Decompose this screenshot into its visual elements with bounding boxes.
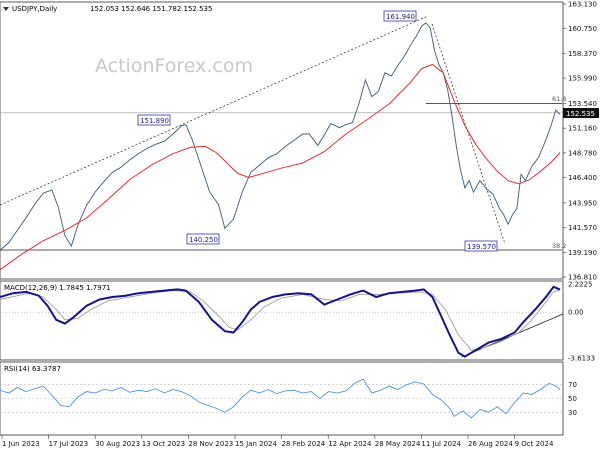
svg-text:140.250: 140.250 xyxy=(189,236,218,244)
macd-y-tick-label: 0.00 xyxy=(568,309,584,317)
price-y-tick-label: 143.950 xyxy=(568,199,597,207)
level-label-151890: 151.890 xyxy=(137,114,171,126)
svg-text:151.890: 151.890 xyxy=(140,117,169,125)
watermark: ActionForex.com xyxy=(95,55,253,77)
svg-text:139.570: 139.570 xyxy=(467,243,496,251)
price-y-tick-label: 136.810 xyxy=(568,274,597,282)
macd-panel-header: MACD(12,26,9) 1.7845 1.7971 xyxy=(4,284,111,292)
fib-label-38-2: 38.2 xyxy=(552,242,566,250)
x-tick-label: 28 Nov 2023 xyxy=(188,440,233,448)
price-series-line xyxy=(0,22,561,251)
price-y-tick-label: 163.130 xyxy=(568,1,597,9)
price-panel-header: USDJPY,Daily 152.053 152.646 151.782 152… xyxy=(3,5,212,13)
x-tick-label: 13 Oct 2023 xyxy=(142,440,185,448)
rsi-line xyxy=(0,378,561,419)
grid-layer xyxy=(0,3,566,439)
level-label-139570: 139.570 xyxy=(464,240,498,252)
x-tick-label: 9 Oct 2024 xyxy=(515,440,554,448)
rsi-panel-header: RSI(14) 63.3787 xyxy=(4,365,61,373)
macd-y-tick-label: -3.6133 xyxy=(568,355,595,363)
svg-text:USDJPY,Daily: USDJPY,Daily xyxy=(12,5,57,13)
rising-trendline xyxy=(0,15,429,206)
x-tick-label: 30 Aug 2023 xyxy=(95,440,140,448)
price-y-tick-label: 146.400 xyxy=(568,174,597,182)
price-y-tick-label: 141.570 xyxy=(568,224,597,232)
price-y-tick-label: 160.750 xyxy=(568,25,597,33)
price-panel-frame xyxy=(0,1,564,280)
price-y-tick-label: 155.990 xyxy=(568,75,597,83)
falling-trendline xyxy=(431,23,506,245)
macd-y-tick-label: 2.2225 xyxy=(568,281,593,289)
price-y-tick-label: 153.540 xyxy=(568,100,597,108)
svg-text:161.940: 161.940 xyxy=(386,13,415,21)
x-tick-label: 28 May 2024 xyxy=(375,440,421,448)
x-tick-label: 11 Jul 2024 xyxy=(421,440,461,448)
dropdown-triangle-icon xyxy=(3,7,9,11)
x-tick-label: 15 Jan 2024 xyxy=(235,440,278,448)
fib-label-61-8: 61.8 xyxy=(552,95,566,103)
rsi-y-tick-label: 50 xyxy=(568,395,577,403)
price-y-tick-label: 148.780 xyxy=(568,149,597,157)
price-y-tick-label: 151.160 xyxy=(568,125,597,133)
x-tick-label: 17 Jul 2023 xyxy=(49,440,89,448)
moving-average-line xyxy=(0,63,561,271)
x-tick-label: 12 Apr 2024 xyxy=(328,440,372,448)
current-price-tag: 152.535 xyxy=(563,108,599,118)
rsi-y-tick-label: 30 xyxy=(568,409,577,417)
macd-line xyxy=(0,285,561,358)
x-tick-label: 1 Jun 2023 xyxy=(2,440,40,448)
level-label-140250: 140.250 xyxy=(186,233,220,245)
price-y-tick-label: 158.370 xyxy=(568,50,597,58)
macd-signal-line xyxy=(0,288,561,351)
price-y-tick-label: 139.190 xyxy=(568,249,597,257)
svg-text:152.535: 152.535 xyxy=(566,110,595,118)
x-tick-label: 26 Aug 2024 xyxy=(468,440,513,448)
x-tick-label: 28 Feb 2024 xyxy=(282,440,326,448)
svg-text:152.053 152.646 151.782 152.53: 152.053 152.646 151.782 152.535 xyxy=(90,5,212,13)
level-label-161940: 161.940 xyxy=(383,10,417,22)
rsi-y-tick-label: 70 xyxy=(568,381,577,389)
